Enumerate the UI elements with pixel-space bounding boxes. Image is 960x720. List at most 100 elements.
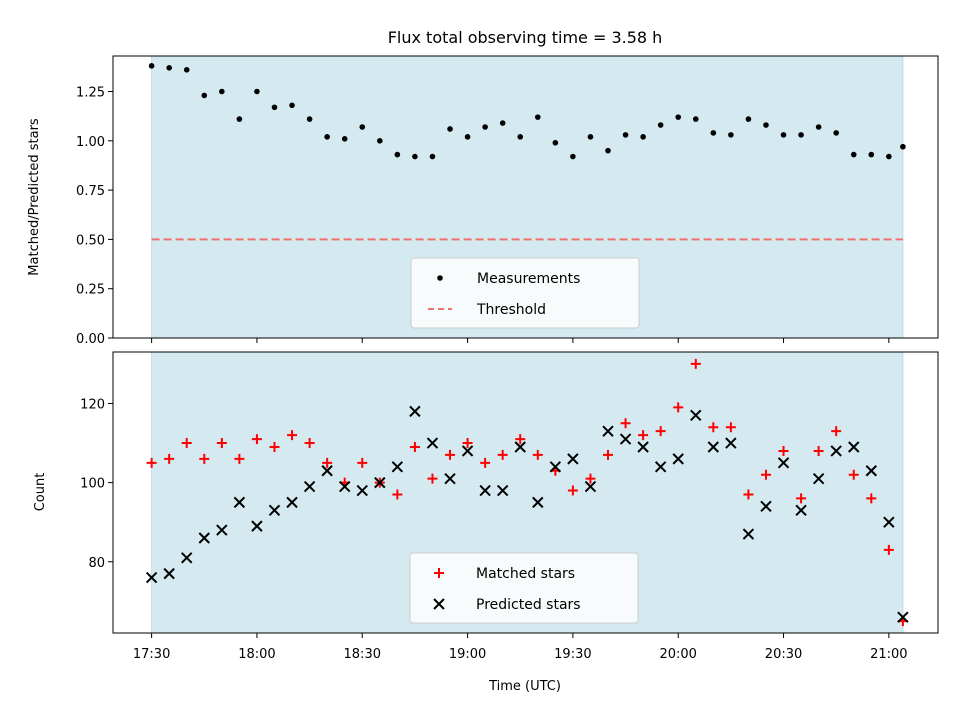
predicted-stars-point: [479, 484, 491, 497]
measurement-point: [359, 124, 366, 130]
measurement-point: [534, 114, 541, 120]
predicted-stars-point: [742, 528, 755, 540]
legend-label: Predicted stars: [476, 597, 581, 613]
legend-label: Threshold: [476, 302, 546, 318]
matched-stars-point: [251, 434, 262, 445]
matched-stars-point: [497, 449, 508, 460]
matched-stars-point: [181, 438, 192, 449]
bottom-panel: 80 100 120 17:30 18:00 18:30 19:00 19:30 20:00 20…: [80, 351, 939, 662]
measurement-point: [900, 143, 906, 150]
predicted-stars-point: [181, 552, 193, 564]
matched-stars-point: [357, 457, 368, 468]
matched-stars-point: [515, 434, 526, 445]
legend-marker-measurements: [437, 275, 443, 281]
matched-stars-point: [638, 430, 649, 441]
matched-stars-point: [304, 438, 315, 449]
predicted-stars-point: [777, 457, 790, 469]
measurement-point: [675, 114, 682, 120]
predicted-stars-point: [830, 445, 842, 457]
predicted-stars-point: [567, 453, 579, 465]
measurement-point: [219, 88, 225, 95]
predicted-stars-point: [198, 532, 210, 544]
measurement-point: [289, 102, 295, 109]
measurement-point: [271, 104, 278, 111]
measurement-point: [429, 153, 436, 160]
measurement-point: [657, 122, 664, 128]
predicted-stars-point: [514, 441, 526, 453]
predicted-stars-point: [321, 465, 333, 477]
matched-stars-point: [813, 445, 824, 456]
matched-stars-point: [532, 449, 543, 460]
matched-stars-point: [567, 485, 578, 496]
matched-stars-point: [690, 358, 701, 369]
predicted-stars-point: [145, 571, 158, 584]
matched-stars-point: [427, 473, 438, 484]
measurement-point: [306, 116, 313, 122]
matched-stars-point: [883, 544, 894, 555]
x-tick-label: 20:30: [765, 647, 802, 662]
predicted-stars-point: [707, 441, 720, 453]
x-tick-label: 19:30: [554, 647, 591, 662]
matched-stars-point: [655, 426, 666, 437]
measurement-point: [166, 65, 172, 71]
matched-stars-point: [146, 457, 157, 468]
x-tick-label: 19:00: [449, 647, 486, 662]
top-y-axis-label: Matched/Predicted stars: [27, 118, 42, 276]
x-tick-label: 18:00: [238, 647, 275, 662]
y-tick-label: 0.50: [76, 233, 105, 248]
predicted-stars-point: [848, 441, 860, 453]
legend-label: Measurements: [477, 271, 580, 287]
matched-stars-point: [234, 453, 245, 464]
x-tick-label: 18:30: [344, 647, 381, 662]
measurement-point: [464, 134, 471, 140]
predicted-stars-point: [356, 484, 368, 497]
matched-stars-point: [287, 430, 298, 441]
legend-marker-matched: [434, 568, 444, 578]
matched-stars-point: [866, 493, 877, 504]
axes-frame: [112, 55, 939, 339]
matched-stars-point: [603, 449, 613, 460]
matched-stars-point: [743, 489, 754, 500]
predicted-stars-point: [883, 516, 895, 528]
measurement-point: [868, 151, 875, 158]
measurement-point: [798, 132, 804, 138]
measurement-point: [183, 67, 190, 73]
matched-stars-point: [585, 473, 596, 484]
predicted-stars-point: [338, 480, 351, 493]
matched-stars-point: [445, 449, 456, 460]
matched-stars-point: [269, 441, 280, 452]
matched-stars-point: [848, 469, 859, 480]
x-tick-label: 17:30: [133, 647, 170, 662]
y-tick-label: 0.25: [76, 283, 105, 298]
predicted-stars-point: [163, 567, 175, 580]
predicted-stars-point: [549, 461, 562, 473]
predicted-stars-point: [897, 611, 909, 623]
measurement-point: [780, 132, 787, 138]
matched-stars-point: [620, 418, 631, 429]
matched-stars-point: [708, 422, 719, 433]
top-panel: 0.00 0.25 0.50 0.75 1.00 1.25 Measurements Thre…: [76, 55, 939, 347]
matched-stars-point: [831, 426, 842, 437]
measurement-point: [324, 134, 330, 140]
predicted-stars-point: [303, 480, 316, 493]
measurement-point: [587, 134, 594, 140]
matched-stars-point: [322, 457, 333, 468]
matched-stars-point: [480, 457, 491, 468]
predicted-stars-point: [619, 433, 632, 445]
measurement-point: [482, 124, 488, 130]
measurement-point: [341, 136, 348, 142]
y-tick-label: 0.75: [76, 184, 105, 199]
predicted-stars-point: [602, 425, 614, 437]
matched-stars-point: [673, 402, 684, 413]
measurement-point: [377, 137, 383, 144]
matched-stars-point: [164, 453, 175, 464]
matched-stars-point: [778, 445, 789, 456]
predicted-stars-point: [251, 520, 263, 532]
x-axis-label: Time (UTC): [488, 679, 561, 694]
predicted-stars-point: [233, 496, 246, 509]
measurement-point: [447, 126, 453, 132]
matched-stars-point: [216, 438, 227, 449]
x-tick-label: 21:00: [870, 647, 907, 662]
measurement-point: [815, 124, 822, 130]
